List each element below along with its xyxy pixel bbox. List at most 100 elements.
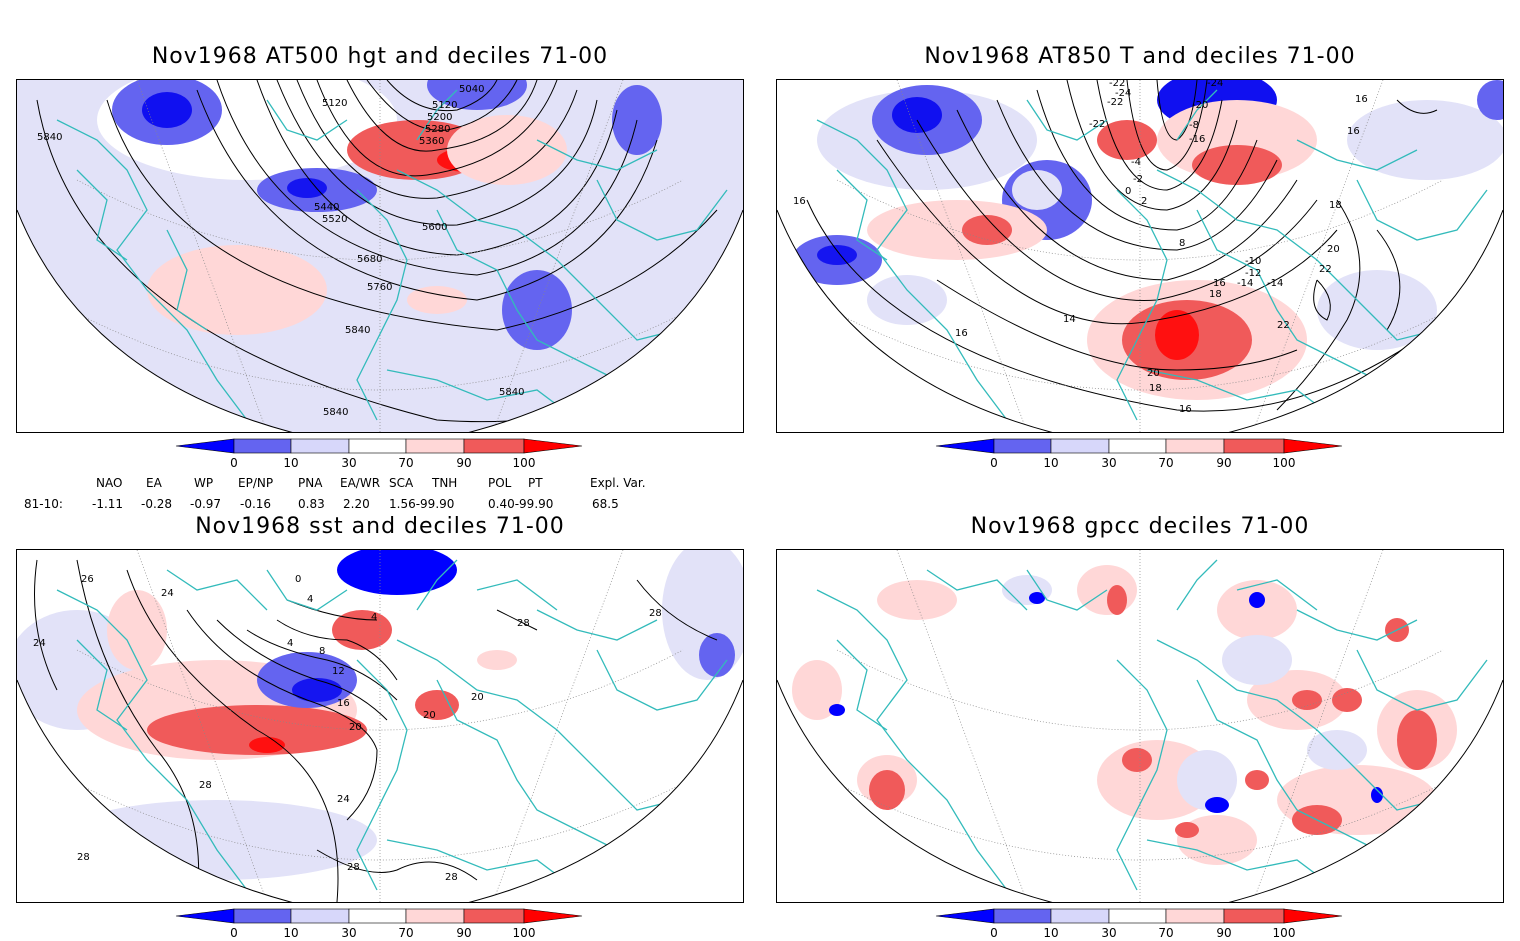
colorbar-triangle-high — [1283, 908, 1343, 924]
contour-label: 4 — [287, 638, 293, 649]
contour-label: -20 — [1192, 100, 1208, 111]
indices-table: NAO EA WP EP/NP PNA EA/WR SCA TNH POL PT… — [0, 474, 760, 514]
colorbar-tick-label: 100 — [1273, 926, 1296, 940]
contour-label: 28 — [199, 780, 212, 791]
colorbar-tick-label: 90 — [1216, 456, 1231, 470]
colorbar-triangle-high — [523, 438, 583, 454]
index-header: PNA — [298, 476, 323, 490]
contour-label: 24 — [33, 638, 46, 649]
index-header: SCA — [389, 476, 414, 490]
colorbar-2: 0 10 30 70 90 100 — [935, 438, 1343, 470]
contour-label: 5280 — [425, 124, 450, 135]
map-panel-t850: -22 -24 -20 -22 -24 -22 -16 -8 -4 -2 0 2… — [776, 79, 1504, 433]
colorbar-tick-label: 90 — [456, 926, 471, 940]
contour-label: 5680 — [357, 254, 382, 265]
index-header: NAO — [96, 476, 123, 490]
contour-label: 20 — [1147, 368, 1160, 379]
contour-label: -14 — [1267, 278, 1283, 289]
colorbar-tick-label: 0 — [230, 926, 238, 940]
colorbar-box — [290, 438, 350, 454]
contour-label: 5120 — [322, 98, 347, 109]
colorbar-3: 0 10 30 70 90 100 — [175, 908, 583, 940]
colorbar-box — [1223, 908, 1285, 924]
index-value: 0.40-99.90 — [488, 497, 554, 511]
contour-label: 14 — [1063, 314, 1076, 325]
colorbar-box — [993, 908, 1052, 924]
contour-label: 12 — [332, 666, 345, 677]
contour-label: 18 — [1209, 289, 1222, 300]
index-header: POL — [488, 476, 512, 490]
panel-title-3: Nov1968 sst and deciles 71-00 — [195, 514, 565, 539]
contour-label: -22 — [1109, 80, 1125, 89]
map-panel-hgt500: 5840 5040 5120 5120 5200 5280 5360 5440 … — [16, 79, 744, 433]
contour-label: 5840 — [323, 407, 348, 418]
map-panel-gpcc — [776, 549, 1504, 903]
contour-label: 16 — [1347, 126, 1360, 137]
colorbar-box — [405, 438, 465, 454]
colorbar-box — [463, 908, 525, 924]
contour-label: 28 — [347, 862, 360, 873]
colorbar-tick-label: 0 — [230, 456, 238, 470]
contour-label: -24 — [1207, 80, 1223, 89]
colorbar-box — [1108, 908, 1167, 924]
contour-label: 20 — [471, 692, 484, 703]
contour-label: 0 — [1125, 186, 1131, 197]
index-header: TNH — [432, 476, 458, 490]
contour-label: 5360 — [419, 136, 444, 147]
colorbar-tick-label: 100 — [1273, 456, 1296, 470]
colorbar-tick-label: 90 — [456, 456, 471, 470]
colorbar-triangle-high — [1283, 438, 1343, 454]
colorbar-box — [463, 438, 525, 454]
contour-label: 28 — [445, 872, 458, 883]
colorbar-tick-label: 30 — [1101, 456, 1116, 470]
colorbar-tick-label: 10 — [283, 926, 298, 940]
colorbar-box — [233, 908, 292, 924]
index-header: PT — [528, 476, 543, 490]
contour-label: 2 — [1141, 196, 1147, 207]
colorbar-tick-label: 10 — [1043, 456, 1058, 470]
colorbar-box — [233, 438, 292, 454]
contour-label: 4 — [307, 594, 313, 605]
contour-label: 28 — [649, 608, 662, 619]
contour-label: 8 — [319, 646, 325, 657]
panel-title-4: Nov1968 gpcc deciles 71-00 — [970, 514, 1310, 539]
colorbar-tick-label: 10 — [1043, 926, 1058, 940]
contour-label: 16 — [1355, 94, 1368, 105]
colorbar-tick-label: 30 — [1101, 926, 1116, 940]
contour-label: 4 — [371, 612, 377, 623]
contour-label: 5440 — [314, 202, 339, 213]
index-value: 68.5 — [592, 497, 619, 511]
contour-label: 16 — [955, 328, 968, 339]
colorbar-tick-label: 70 — [398, 926, 413, 940]
index-value: 0.83 — [298, 497, 325, 511]
contour-label: 28 — [77, 852, 90, 863]
contour-label: 5600 — [422, 222, 447, 233]
index-value: -0.28 — [141, 497, 173, 511]
contour-label: 22 — [1277, 320, 1290, 331]
contour-label: -14 — [1237, 278, 1253, 289]
colorbar-tick-label: 90 — [1216, 926, 1231, 940]
contour-label: 5520 — [322, 214, 347, 225]
colorbar-box — [993, 438, 1052, 454]
colorbar-box — [1165, 908, 1225, 924]
contour-label: 5760 — [367, 282, 392, 293]
contour-label: 5200 — [427, 112, 452, 123]
contour-label: 18 — [1329, 200, 1342, 211]
colorbar-box — [290, 908, 350, 924]
colorbar-box — [1223, 438, 1285, 454]
index-row-label: 81-10: — [24, 497, 63, 511]
contour-label: 18 — [1149, 383, 1162, 394]
index-value: -0.97 — [190, 497, 222, 511]
contour-label: 8 — [1179, 238, 1185, 249]
contour-label: 5840 — [499, 387, 524, 398]
contour-label: -22 — [1107, 97, 1123, 108]
colorbar-tick-label: 70 — [1158, 456, 1173, 470]
contour-label: 5840 — [37, 132, 62, 143]
index-header: WP — [194, 476, 214, 490]
colorbar-tick-label: 70 — [398, 456, 413, 470]
contour-label: 16 — [1179, 404, 1192, 415]
contour-label: 16 — [1213, 278, 1226, 289]
colorbar-box — [1050, 908, 1110, 924]
contour-label: 5040 — [459, 84, 484, 95]
colorbar-box — [348, 908, 407, 924]
